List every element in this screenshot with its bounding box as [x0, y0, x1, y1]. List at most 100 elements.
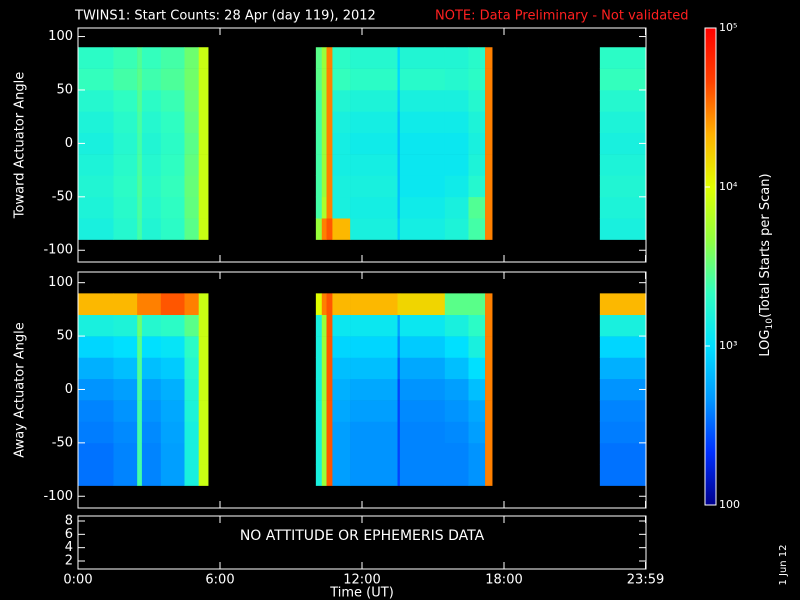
heatmap-cell: [184, 218, 199, 240]
colorbar-label-main: LOG: [758, 330, 773, 357]
heatmap-cell: [141, 196, 162, 219]
heatmap-cell: [198, 196, 209, 219]
heatmap-cell: [599, 196, 647, 219]
heatmap-cell: [198, 154, 209, 176]
heatmap-cell: [397, 314, 401, 337]
heatmap-cell: [78, 68, 114, 91]
heatmap-cell: [397, 378, 401, 401]
heatmap-cell: [350, 89, 398, 112]
heatmap-cell: [485, 111, 493, 134]
heatmap-cell: [78, 421, 114, 444]
heatmap-cell: [184, 314, 199, 337]
heatmap-cell: [350, 47, 398, 69]
heatmap-cell: [184, 357, 199, 380]
x-tick-label: 6:00: [205, 573, 234, 588]
y-tick-label: 2: [65, 554, 73, 569]
heatmap-cell: [78, 132, 114, 155]
heatmap-cell: [113, 378, 138, 401]
heatmap-cell: [78, 154, 114, 176]
heatmap-cell: [397, 218, 401, 240]
heatmap-cell: [315, 68, 323, 91]
heatmap-cell: [326, 378, 333, 401]
heatmap-cell: [321, 314, 327, 337]
heatmap-cell: [184, 336, 199, 358]
heatmap-cell: [468, 357, 486, 380]
heatmap-cell: [444, 175, 469, 198]
heatmap-cell: [141, 378, 162, 401]
heatmap-cell: [141, 464, 162, 486]
heatmap-cell: [113, 464, 138, 486]
colorbar-label-sub: 10: [765, 318, 775, 330]
heatmap-cell: [78, 111, 114, 134]
heatmap-cell: [350, 293, 398, 316]
heatmap-cell: [315, 314, 323, 337]
colorbar-tick-label: 10⁴: [719, 180, 738, 193]
heatmap-cell: [198, 314, 209, 337]
heatmap-cell: [137, 378, 143, 401]
heatmap-cell: [444, 464, 469, 486]
heatmap-cell: [137, 47, 143, 69]
heatmap-cell: [485, 357, 493, 380]
heatmap-cell: [599, 47, 647, 69]
heatmap-cell: [326, 111, 333, 134]
heatmap-cell: [332, 442, 351, 465]
heatmap-cell: [315, 442, 323, 465]
heatmap-cell: [399, 196, 446, 219]
heatmap-cell: [113, 89, 138, 112]
heatmap-cell: [444, 421, 469, 444]
heatmap-cell: [141, 47, 162, 69]
heatmap-cell: [332, 47, 351, 69]
colorbar-tick-label: 10⁵: [719, 21, 737, 34]
heatmap-cell: [468, 175, 486, 198]
heatmap-cell: [137, 442, 143, 465]
heatmap-cell: [444, 314, 469, 337]
heatmap-cell: [315, 196, 323, 219]
heatmap-cell: [468, 336, 486, 358]
y-tick-label: 6: [65, 527, 73, 542]
heatmap-cell: [599, 68, 647, 91]
y-tick-label: 0: [65, 136, 73, 151]
heatmap-cell: [485, 464, 493, 486]
heatmap-cell: [137, 196, 143, 219]
heatmap-cell: [444, 400, 469, 422]
heatmap-cell: [321, 378, 327, 401]
heatmap-cell: [78, 47, 114, 69]
y-tick-label: -50: [52, 189, 73, 204]
heatmap-cell: [198, 68, 209, 91]
heatmap-cell: [315, 336, 323, 358]
heatmap-cell: [326, 68, 333, 91]
heatmap-cell: [485, 154, 493, 176]
heatmap-cell: [198, 111, 209, 134]
heatmap-cell: [444, 378, 469, 401]
heatmap-cell: [78, 400, 114, 422]
heatmap-cell: [326, 336, 333, 358]
heatmap-cell: [137, 464, 143, 486]
heatmap-cell: [141, 400, 162, 422]
heatmap-cell: [444, 111, 469, 134]
heatmap-cell: [397, 442, 401, 465]
heatmap-cell: [137, 175, 143, 198]
heatmap-cell: [321, 293, 327, 316]
heatmap-cell: [160, 175, 185, 198]
heatmap-cell: [184, 47, 199, 69]
heatmap-cell: [399, 175, 446, 198]
heatmap-cell: [485, 293, 493, 316]
heatmap-cell: [350, 421, 398, 444]
heatmap-cell: [315, 111, 323, 134]
heatmap-cell: [599, 218, 647, 240]
heatmap-cell: [160, 132, 185, 155]
heatmap-cell: [321, 47, 327, 69]
heatmap-cell: [397, 154, 401, 176]
heatmap-cell: [326, 464, 333, 486]
y-tick-label: 50: [56, 82, 73, 97]
heatmap-cell: [137, 68, 143, 91]
heatmap-cell: [137, 336, 143, 358]
heatmap-cell: [397, 357, 401, 380]
heatmap-cell: [326, 47, 333, 69]
heatmap-cell: [444, 357, 469, 380]
heatmap-cell: [399, 132, 446, 155]
heatmap-cell: [326, 357, 333, 380]
heatmap-cell: [485, 314, 493, 337]
heatmap-cell: [184, 400, 199, 422]
